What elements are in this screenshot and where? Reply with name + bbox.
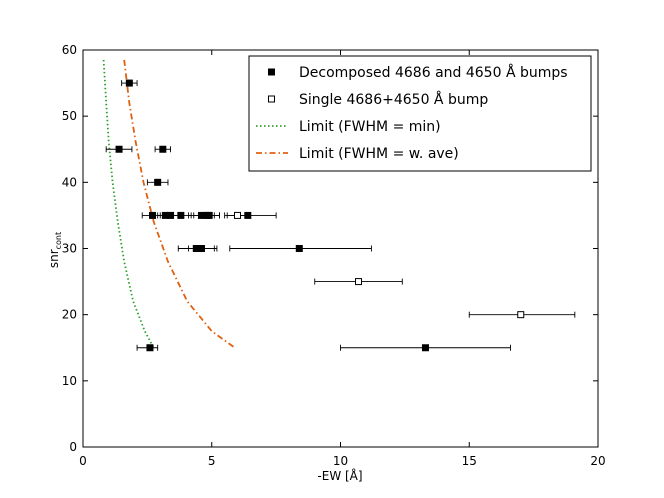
y-axis-label: snrcont [47, 232, 63, 268]
y-tick-label: 50 [62, 109, 77, 123]
y-tick-label: 10 [62, 374, 77, 388]
series-line [102, 59, 155, 349]
data-point [205, 211, 213, 219]
data-point [146, 344, 154, 352]
data-point [295, 245, 303, 252]
axis-ticks: 0 5 10 15 20 0 10 20 30 40 50 60 [62, 43, 606, 468]
legend-label: Decomposed 4686 and 4650 Å bumps [299, 64, 568, 81]
x-axis-label: -EW [Å] [317, 468, 362, 483]
data-point-open [234, 211, 241, 219]
series-line [123, 59, 236, 349]
data-point [125, 79, 133, 87]
data-point-open [355, 278, 363, 286]
x-tick-label: 5 [208, 454, 216, 468]
data-point-open [517, 311, 525, 319]
legend-label: Limit (FWHM = w. ave) [299, 146, 459, 162]
data-point [421, 344, 429, 352]
y-tick-label: 0 [69, 440, 77, 454]
data-point [159, 145, 167, 153]
data-point [154, 178, 162, 186]
x-tick-label: 20 [590, 454, 605, 468]
limit-curves [102, 59, 236, 349]
data-point [149, 211, 157, 219]
y-tick-label: 60 [62, 43, 77, 57]
legend-label: Limit (FWHM = min) [299, 119, 441, 135]
y-tick-label: 40 [62, 175, 77, 189]
y-tick-label: 20 [62, 308, 77, 322]
x-tick-label: 15 [462, 454, 477, 468]
x-tick-label: 10 [333, 454, 348, 468]
legend-marker [268, 95, 275, 103]
data-points [105, 79, 576, 352]
legend: Decomposed 4686 and 4650 Å bumps Single 4… [248, 55, 592, 172]
data-point [177, 211, 185, 219]
legend-box [248, 55, 592, 172]
x-tick-label: 0 [79, 454, 87, 468]
legend-label: Single 4686+4650 Å bump [299, 91, 488, 108]
legend-entries: Decomposed 4686 and 4650 Å bumps Single 4… [256, 64, 568, 162]
data-point [115, 145, 123, 153]
legend-marker [268, 68, 275, 76]
data-point [197, 245, 205, 252]
y-tick-label: 30 [62, 242, 77, 256]
